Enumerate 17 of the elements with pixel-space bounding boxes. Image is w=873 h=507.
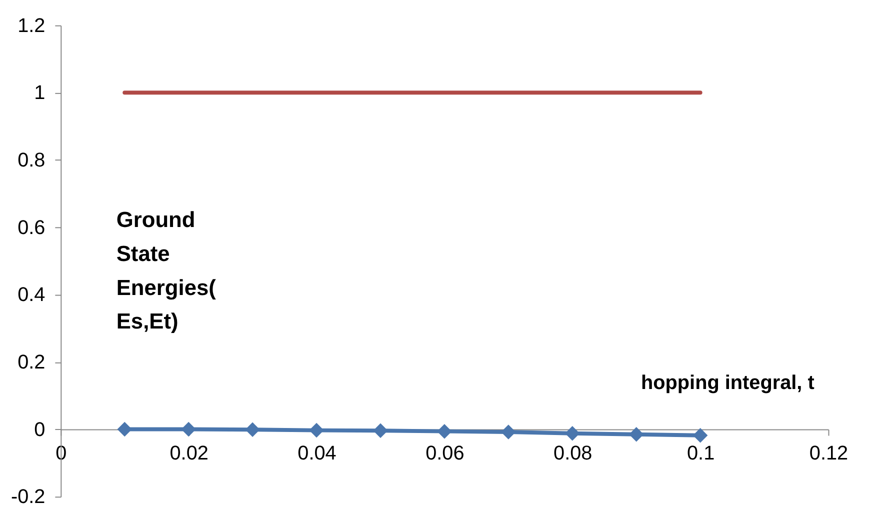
y-tick-label: 0.2: [18, 351, 46, 374]
x-tick-label: 0.12: [809, 442, 848, 465]
y-axis-title: Ground State Energies( Es,Et): [116, 207, 217, 334]
y-tick-label: 1: [34, 82, 46, 104]
y-tick-label: 1.2: [18, 14, 46, 37]
x-tick-label: 0.02: [170, 442, 208, 465]
x-tick-label: 0: [56, 442, 67, 465]
y-tick-label: 0.6: [18, 216, 46, 239]
y-tick-label: 0.4: [18, 284, 46, 306]
x-tick-label: 0.08: [554, 442, 592, 465]
x-tick-label: 0.06: [426, 442, 464, 465]
x-tick-label: 0.1: [687, 442, 715, 465]
x-axis-title: hopping integral, t: [640, 372, 815, 394]
y-tick-label: 0.8: [18, 149, 46, 172]
x-tick-label: 0.04: [298, 442, 336, 465]
y-tick-label: -0.2: [10, 486, 46, 507]
y-tick-label: 0: [34, 418, 46, 441]
